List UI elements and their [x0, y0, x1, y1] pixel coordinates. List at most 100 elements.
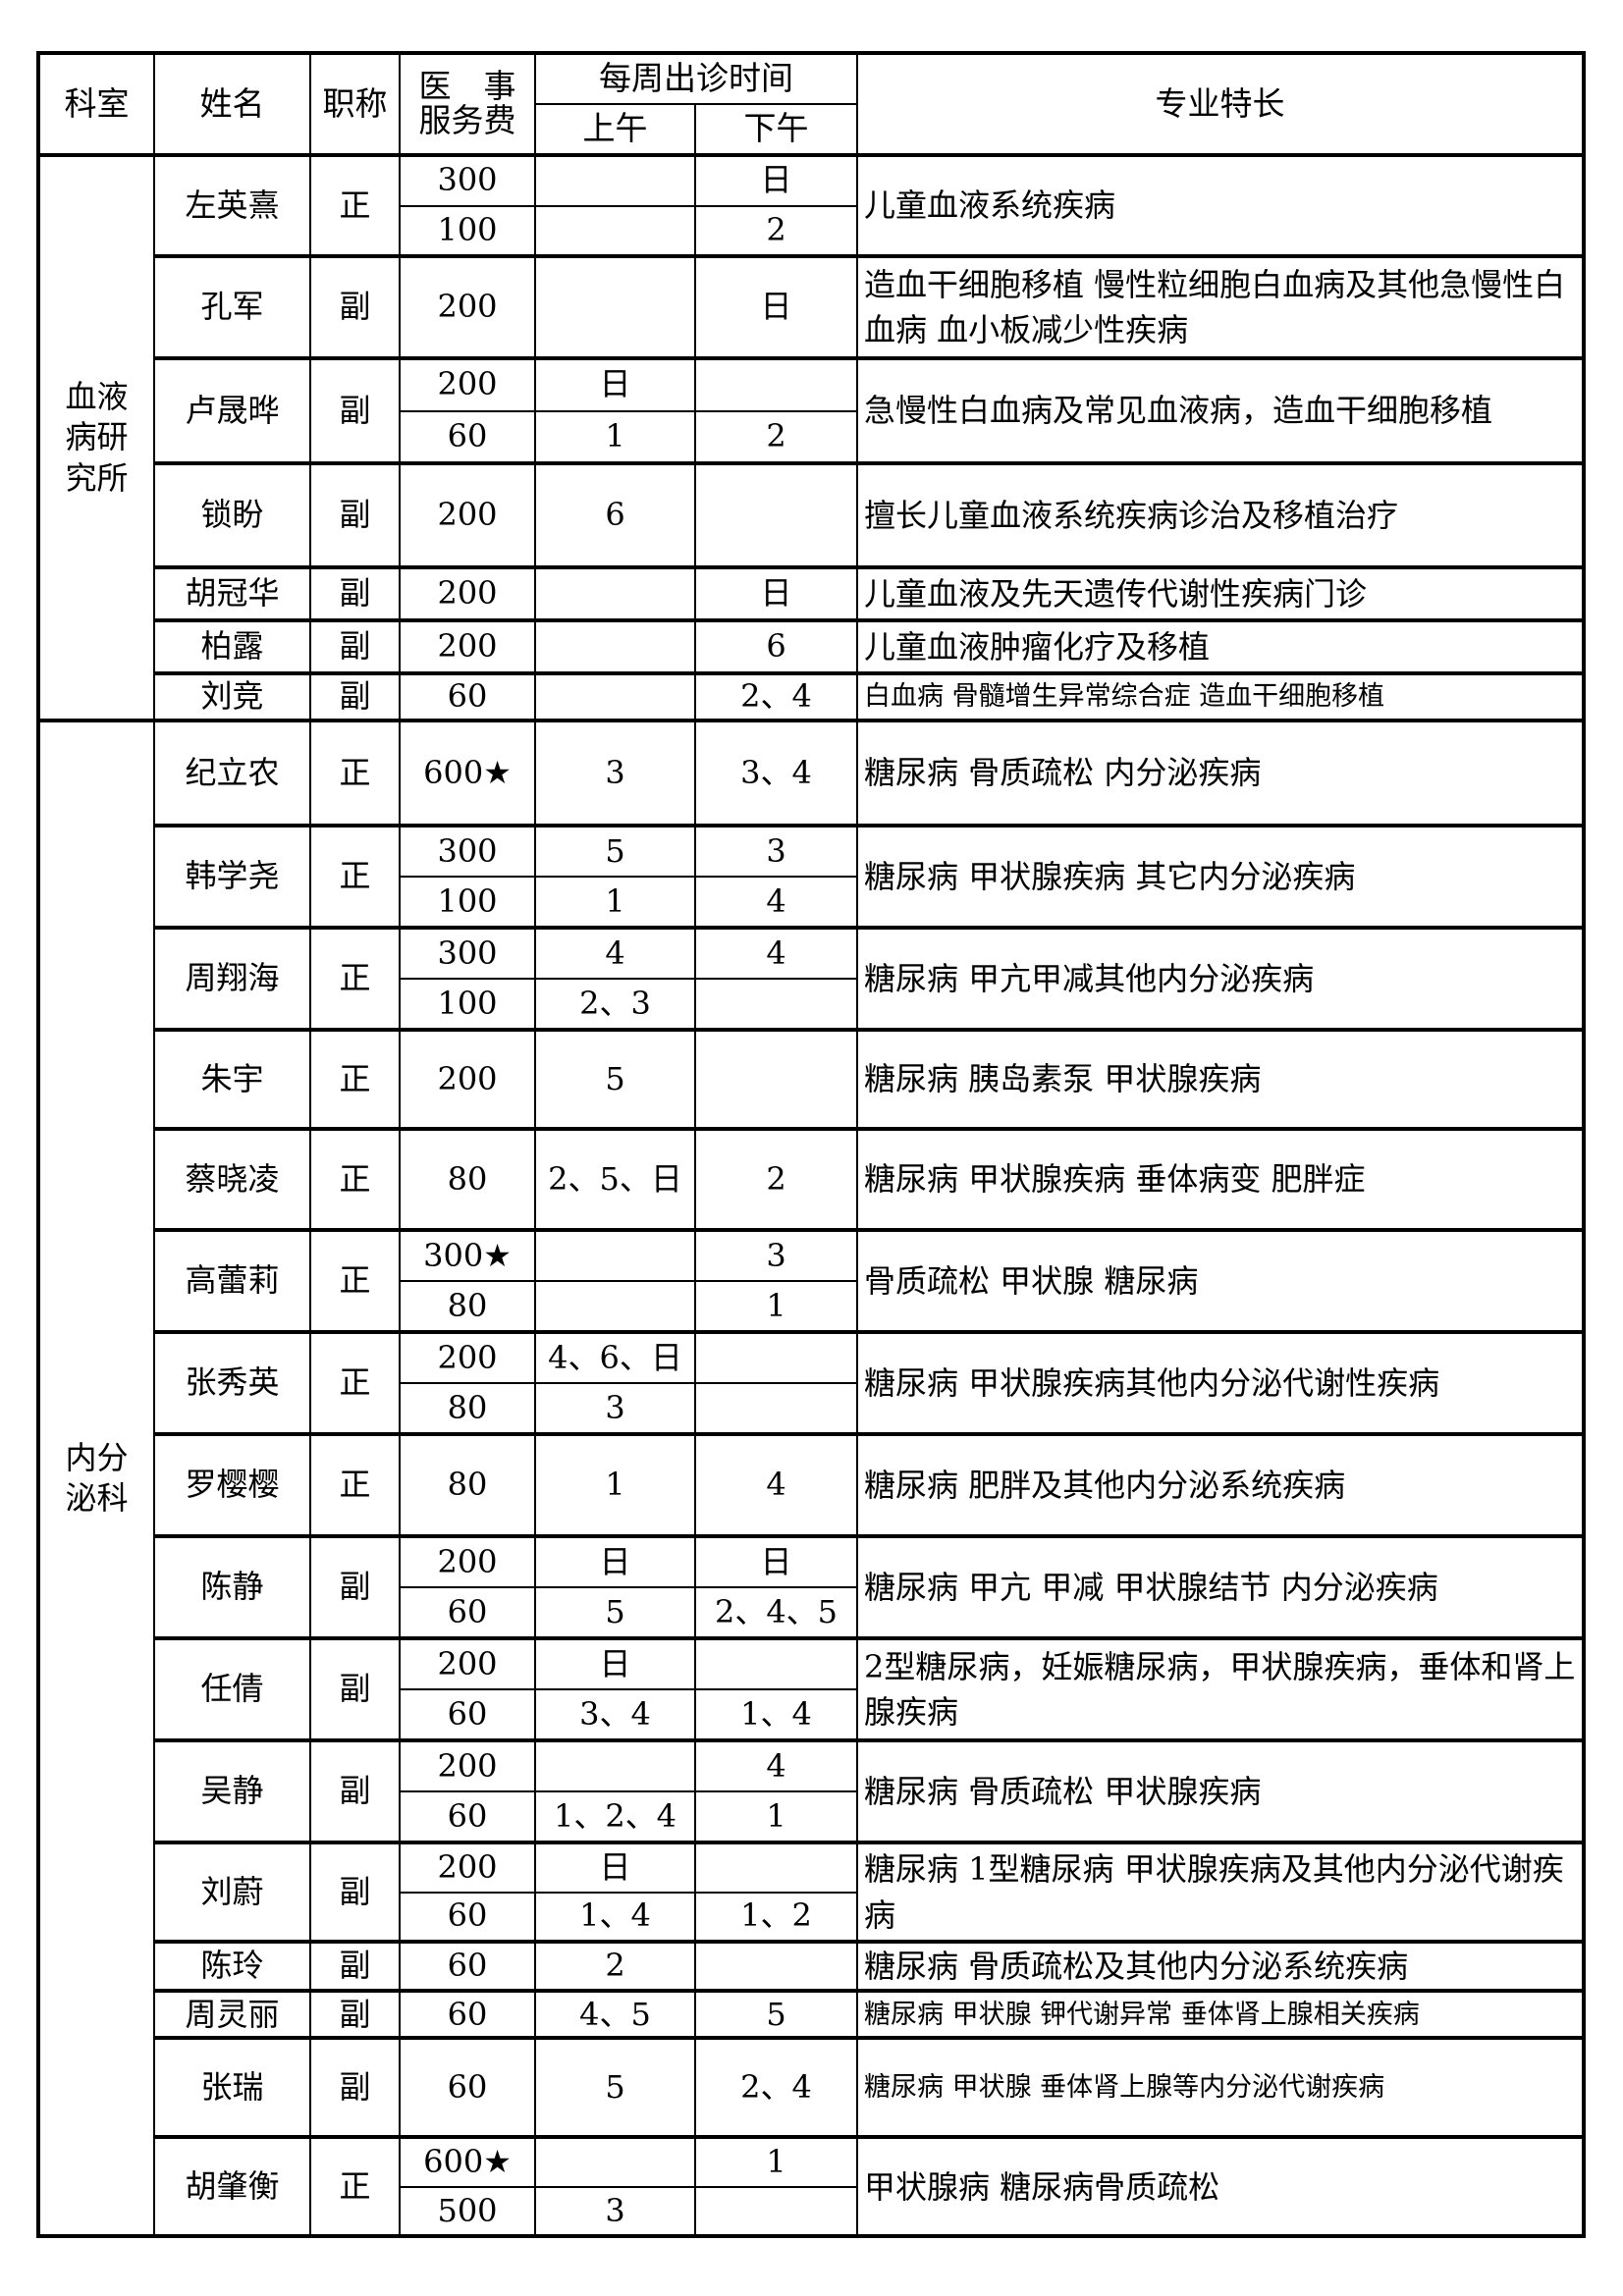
- morning-clinic-days: 5: [534, 2036, 696, 2139]
- morning-clinic-days: 4、5: [534, 1989, 696, 2040]
- header-weekly-schedule: 每周出诊时间: [534, 52, 858, 105]
- service-fee: 60: [399, 1586, 536, 1639]
- afternoon-clinic-days: [694, 1028, 858, 1130]
- doctor-name: 孔军: [153, 254, 311, 359]
- specialty: 糖尿病 甲状腺 钾代谢异常 垂体肾上腺相关疾病: [856, 1989, 1585, 2040]
- service-fee: 200: [399, 1841, 536, 1894]
- table-row: 80 1: [38, 1280, 1584, 1333]
- doctor-name: 刘竞: [153, 671, 311, 721]
- morning-clinic-days: 日: [534, 1636, 696, 1690]
- table-row: 陈静副 200 日日糖尿病 甲亢 甲减 甲状腺结节 内分泌疾病: [38, 1534, 1585, 1639]
- table-row: 100 2: [38, 204, 1584, 257]
- service-fee: 200: [399, 254, 536, 359]
- doctor-name: 周翔海: [153, 926, 311, 1031]
- table-row: 刘蔚副 200 日 糖尿病 1型糖尿病 甲状腺疾病及其他内分泌代谢疾病: [38, 1841, 1585, 1943]
- doctor-name: 任倩: [153, 1636, 311, 1741]
- morning-clinic-days: [534, 1738, 696, 1792]
- service-fee: 80: [399, 1280, 536, 1333]
- doctor-title: 副: [309, 1989, 401, 2040]
- morning-clinic-days: [534, 565, 696, 621]
- doctor-title: 副: [309, 1738, 401, 1843]
- morning-clinic-days: 5: [534, 1586, 696, 1639]
- doctor-name: 锁盼: [153, 461, 311, 568]
- morning-clinic-days: [534, 254, 696, 359]
- doctor-title: 正: [309, 824, 401, 929]
- specialty: 白血病 骨髓增生异常综合症 造血干细胞移植: [856, 671, 1585, 721]
- morning-clinic-days: 2、3: [534, 978, 696, 1031]
- morning-clinic-days: 4: [534, 926, 696, 980]
- service-fee: 200: [399, 1330, 536, 1384]
- doctor-name: 韩学尧: [153, 824, 311, 929]
- afternoon-clinic-days: 1: [694, 1280, 858, 1333]
- service-fee: 600★: [399, 719, 536, 827]
- doctor-name: 左英熹: [153, 153, 311, 257]
- service-fee: 60: [399, 1891, 536, 1943]
- afternoon-clinic-days: [694, 1330, 858, 1384]
- specialty: 糖尿病 1型糖尿病 甲状腺疾病及其他内分泌代谢疾病: [856, 1841, 1585, 1943]
- afternoon-clinic-days: 1: [694, 1790, 858, 1843]
- specialty: 糖尿病 甲亢甲减其他内分泌疾病: [856, 926, 1585, 1031]
- morning-clinic-days: 1: [534, 876, 696, 929]
- morning-clinic-days: 3: [534, 1382, 696, 1435]
- table-row: 锁盼副 200 6 擅长儿童血液系统疾病诊治及移植治疗: [38, 461, 1585, 568]
- header-fee-line1: 医 事: [418, 67, 516, 106]
- header-fee: 医 事 服务费: [399, 52, 536, 156]
- doctor-name: 罗樱樱: [153, 1432, 311, 1537]
- header-department: 科室: [37, 52, 155, 156]
- doctor-title: 副: [309, 565, 401, 621]
- doctor-title: 正: [309, 153, 401, 257]
- service-fee: 500: [399, 2185, 536, 2238]
- afternoon-clinic-days: 1、2: [694, 1891, 858, 1943]
- header-morning: 上午: [534, 103, 696, 156]
- afternoon-clinic-days: 日: [694, 1534, 858, 1588]
- specialty: 糖尿病 甲状腺 垂体肾上腺等内分泌代谢疾病: [856, 2036, 1585, 2139]
- table-row: 任倩副 200 日 2型糖尿病，妊娠糖尿病，甲状腺疾病，垂体和肾上腺疾病: [38, 1636, 1585, 1741]
- table-row: 张瑞副 60 5 2、4 糖尿病 甲状腺 垂体肾上腺等内分泌代谢疾病: [38, 2036, 1585, 2139]
- service-fee: 200: [399, 618, 536, 674]
- table-row: 刘竞副 60 2、4 白血病 骨髓增生异常综合症 造血干细胞移植: [38, 671, 1585, 721]
- doctor-title: 副: [309, 1939, 401, 1993]
- specialty: 甲状腺病 糖尿病骨质疏松: [856, 2135, 1585, 2238]
- morning-clinic-days: 1: [534, 1432, 696, 1537]
- morning-clinic-days: 6: [534, 461, 696, 568]
- table-row: 500 3: [38, 2185, 1584, 2238]
- service-fee: 60: [399, 409, 536, 464]
- service-fee: 300: [399, 153, 536, 207]
- specialty: 糖尿病 肥胖及其他内分泌系统疾病: [856, 1432, 1585, 1537]
- service-fee: 200: [399, 565, 536, 621]
- service-fee: 80: [399, 1127, 536, 1231]
- morning-clinic-days: 3、4: [534, 1688, 696, 1741]
- table-row: 吴静副 200 4 糖尿病 骨质疏松 甲状腺疾病: [38, 1738, 1585, 1843]
- service-fee: 60: [399, 1688, 536, 1741]
- department-cell: 血液病研究所: [37, 153, 155, 721]
- table-row: 胡肇衡正 600★ 1 甲状腺病 糖尿病骨质疏松: [38, 2135, 1585, 2238]
- afternoon-clinic-days: [694, 1841, 858, 1894]
- service-fee: 100: [399, 876, 536, 929]
- table-row: 60 1、2、4 1: [38, 1790, 1584, 1843]
- afternoon-clinic-days: 日: [694, 254, 858, 359]
- service-fee: 600★: [399, 2135, 536, 2188]
- service-fee: 200: [399, 461, 536, 568]
- doctor-name: 纪立农: [153, 719, 311, 827]
- afternoon-clinic-days: 1、4: [694, 1688, 858, 1741]
- doctor-name: 胡肇衡: [153, 2135, 311, 2238]
- morning-clinic-days: 2: [534, 1939, 696, 1993]
- doctor-name: 刘蔚: [153, 1841, 311, 1943]
- morning-clinic-days: 日: [534, 1534, 696, 1588]
- service-fee: 80: [399, 1382, 536, 1435]
- specialty: 糖尿病 胰岛素泵 甲状腺疾病: [856, 1028, 1585, 1130]
- table-row: 60 5 2、4、5: [38, 1586, 1584, 1639]
- morning-clinic-days: [534, 153, 696, 207]
- specialty: 儿童血液及先天遗传代谢性疾病门诊: [856, 565, 1585, 621]
- doctor-name: 陈玲: [153, 1939, 311, 1993]
- service-fee: 60: [399, 1790, 536, 1843]
- afternoon-clinic-days: 2、4: [694, 671, 858, 721]
- table-row: 高蕾莉正 300★ 3 骨质疏松 甲状腺 糖尿病: [38, 1228, 1585, 1333]
- header-afternoon: 下午: [694, 103, 858, 156]
- table-row: 80 3: [38, 1382, 1584, 1435]
- morning-clinic-days: 1: [534, 409, 696, 464]
- afternoon-clinic-days: 1: [694, 2135, 858, 2188]
- service-fee: 100: [399, 204, 536, 257]
- table-row: 朱宇正 200 5 糖尿病 胰岛素泵 甲状腺疾病: [38, 1028, 1585, 1130]
- table-row: 韩学尧正 300 5 3 糖尿病 甲状腺疾病 其它内分泌疾病: [38, 824, 1585, 929]
